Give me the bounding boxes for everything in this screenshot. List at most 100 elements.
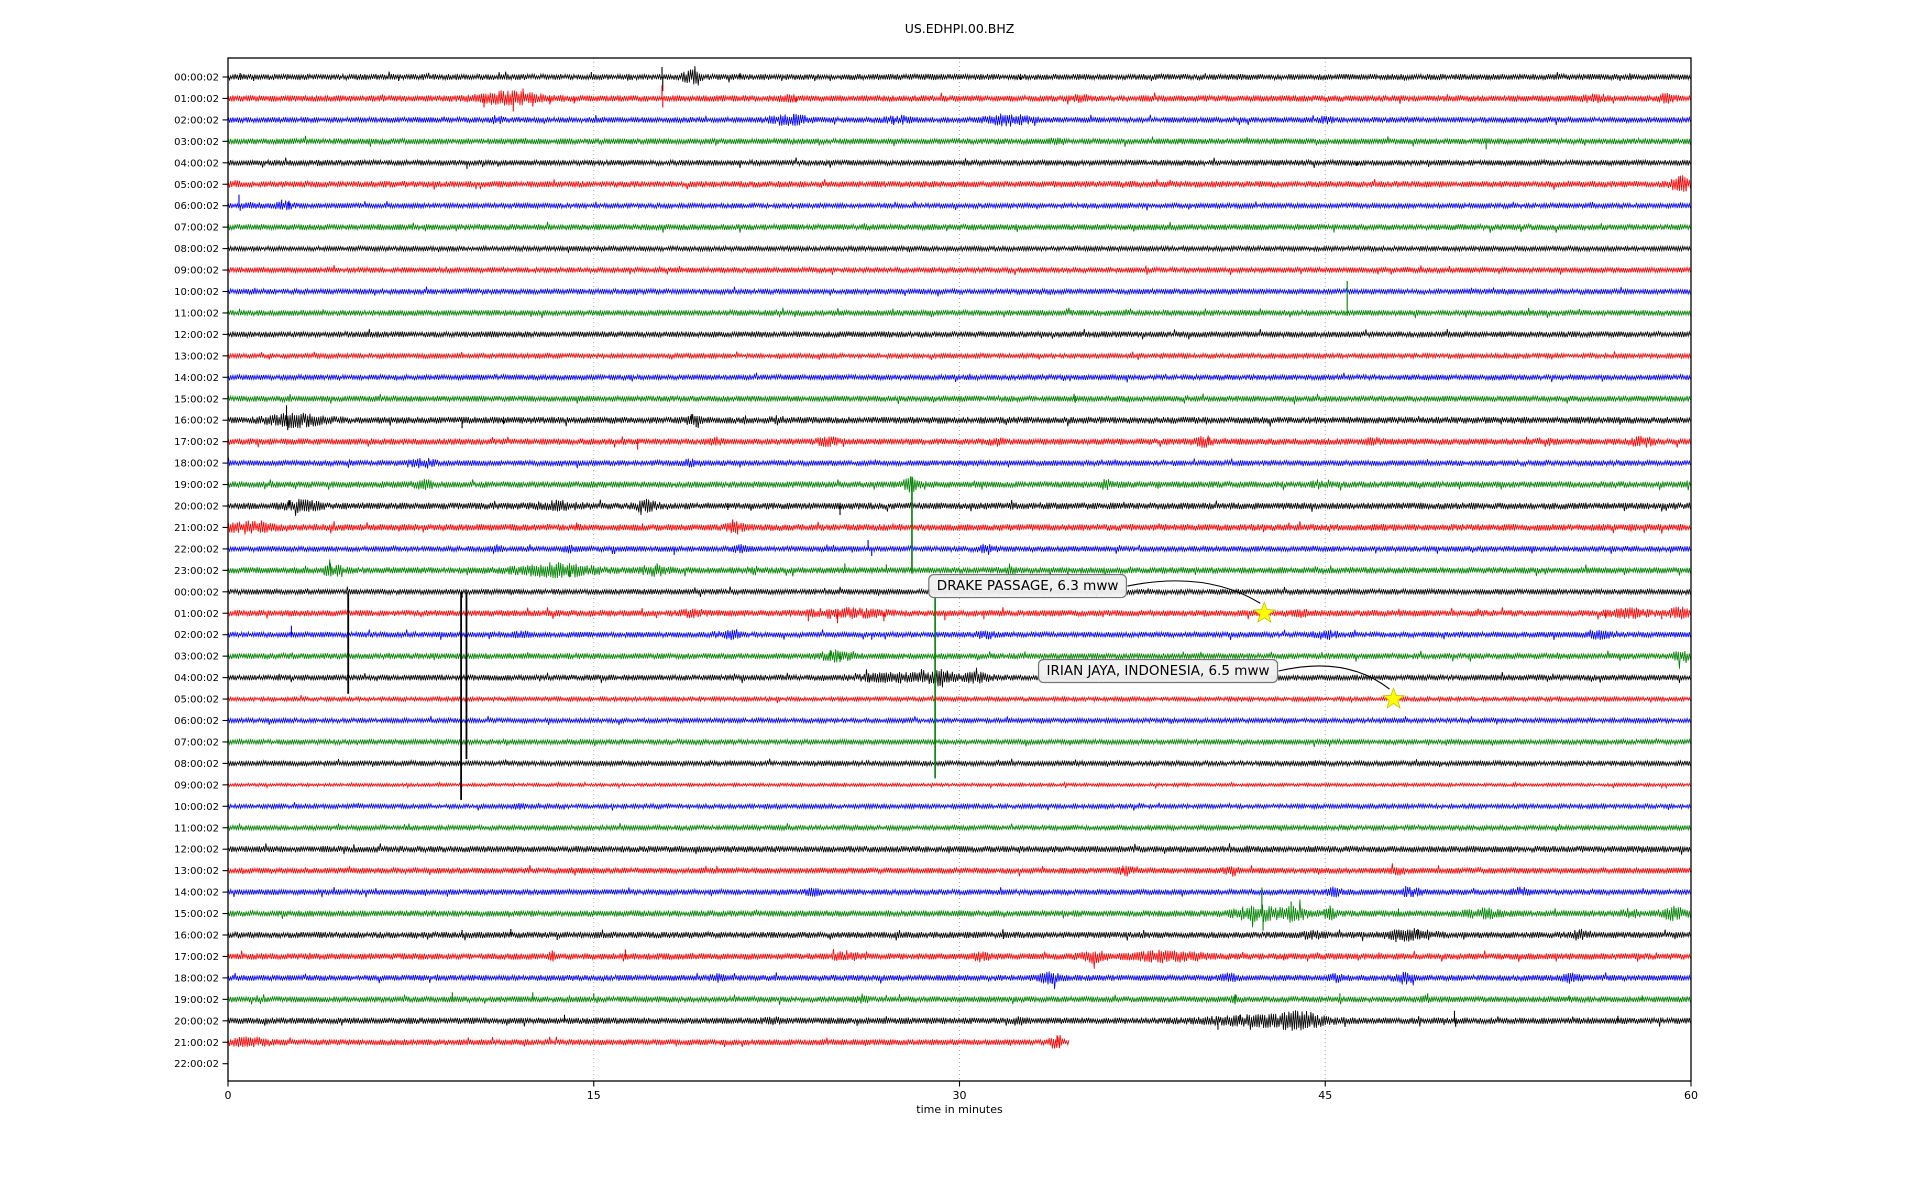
row-time-label: 06:00:02: [174, 201, 219, 212]
trace-row-4: [228, 157, 1691, 168]
trace-row-16: [228, 412, 1691, 429]
trace-row-33: [228, 780, 1691, 790]
row-time-label: 17:00:02: [174, 952, 219, 963]
trace-row-23: [228, 559, 1691, 579]
row-time-label: 05:00:02: [174, 180, 219, 191]
event-annotation-box-1: [1037, 658, 1279, 684]
row-time-label: 17:00:02: [174, 437, 219, 448]
trace-row-13: [228, 351, 1691, 361]
row-time-label: 13:00:02: [174, 351, 219, 362]
trace-row-19: [228, 476, 1691, 493]
trace-row-37: [228, 863, 1691, 877]
x-axis-label: time in minutes: [916, 1103, 1003, 1116]
row-time-label: 04:00:02: [174, 673, 219, 684]
trace-row-7: [228, 221, 1691, 233]
row-time-label: 20:00:02: [174, 502, 219, 513]
trace-row-44: [228, 1010, 1691, 1031]
trace-row-31: [228, 737, 1691, 747]
row-time-label: 14:00:02: [174, 888, 219, 899]
row-time-label: 12:00:02: [174, 845, 219, 856]
event-star-marker-1: [1382, 686, 1405, 709]
trace-row-34: [228, 801, 1691, 811]
x-tick-label: 45: [1318, 1089, 1332, 1102]
row-time-label: 18:00:02: [174, 459, 219, 470]
event-annotation-box-0: [928, 573, 1128, 599]
trace-row-8: [228, 244, 1691, 253]
trace-row-3: [228, 135, 1691, 147]
trace-row-38: [228, 886, 1691, 898]
trace-row-1: [228, 90, 1691, 106]
trace-row-45: [228, 1034, 1070, 1049]
event-annotation-text-1: IRIAN JAYA, INDONESIA, 6.5 mww: [1047, 663, 1270, 679]
row-time-label: 11:00:02: [174, 308, 219, 319]
row-time-label: 06:00:02: [174, 716, 219, 727]
row-time-label: 05:00:02: [174, 695, 219, 706]
annotation-connector-1: [1278, 665, 1390, 690]
row-time-label: 22:00:02: [174, 1059, 219, 1070]
row-time-label: 22:00:02: [174, 544, 219, 555]
row-time-label: 10:00:02: [174, 802, 219, 813]
row-time-label: 19:00:02: [174, 995, 219, 1006]
row-time-label: 01:00:02: [174, 609, 219, 620]
annotation-connector-0: [1127, 580, 1261, 604]
row-time-label: 23:00:02: [174, 566, 219, 577]
trace-row-2: [228, 113, 1691, 127]
row-time-label: 14:00:02: [174, 373, 219, 384]
trace-row-43: [228, 993, 1691, 1005]
row-time-label: 07:00:02: [174, 737, 219, 748]
trace-row-20: [228, 498, 1691, 516]
trace-row-12: [228, 328, 1691, 340]
row-time-label: 21:00:02: [174, 523, 219, 534]
trace-row-35: [228, 823, 1691, 832]
x-tick-label: 0: [225, 1089, 232, 1102]
row-time-label: 20:00:02: [174, 1016, 219, 1027]
trace-row-15: [228, 393, 1691, 405]
trace-row-14: [228, 372, 1691, 383]
row-time-label: 07:00:02: [174, 223, 219, 234]
figure-title: US.EDHPI.00.BHZ: [904, 21, 1015, 36]
row-time-label: 16:00:02: [174, 931, 219, 942]
trace-row-18: [228, 457, 1691, 469]
trace-row-30: [228, 715, 1691, 726]
x-tick-label: 15: [587, 1089, 601, 1102]
trace-row-32: [228, 758, 1691, 768]
trace-row-5: [228, 175, 1691, 192]
x-tick-label: 60: [1684, 1089, 1698, 1102]
trace-row-39: [228, 899, 1691, 928]
trace-row-40: [228, 927, 1691, 942]
row-time-label: 02:00:02: [174, 115, 219, 126]
row-time-label: 19:00:02: [174, 480, 219, 491]
trace-row-6: [228, 200, 1691, 211]
row-time-label: 13:00:02: [174, 866, 219, 877]
trace-row-11: [228, 307, 1691, 319]
trace-row-42: [228, 971, 1691, 990]
row-time-label: 09:00:02: [174, 266, 219, 277]
trace-row-26: [228, 629, 1691, 641]
row-time-label: 10:00:02: [174, 287, 219, 298]
row-time-label: 03:00:02: [174, 137, 219, 148]
trace-row-36: [228, 843, 1691, 855]
row-time-label: 18:00:02: [174, 973, 219, 984]
row-time-label: 03:00:02: [174, 652, 219, 663]
x-tick-label: 30: [953, 1089, 967, 1102]
trace-row-28: [228, 667, 1691, 688]
row-time-label: 16:00:02: [174, 416, 219, 427]
trace-row-22: [228, 543, 1691, 556]
row-time-label: 08:00:02: [174, 759, 219, 770]
trace-row-21: [228, 520, 1691, 535]
trace-row-29: [228, 695, 1691, 704]
trace-row-9: [228, 265, 1691, 276]
row-time-label: 15:00:02: [174, 909, 219, 920]
row-time-label: 11:00:02: [174, 823, 219, 834]
trace-row-17: [228, 435, 1691, 448]
row-time-label: 12:00:02: [174, 330, 219, 341]
row-time-label: 01:00:02: [174, 94, 219, 105]
row-time-label: 15:00:02: [174, 394, 219, 405]
trace-row-27: [228, 649, 1691, 669]
event-star-marker-0: [1252, 601, 1276, 623]
trace-row-41: [228, 948, 1691, 969]
row-time-label: 04:00:02: [174, 158, 219, 169]
event-annotation-text-0: DRAKE PASSAGE, 6.3 mww: [937, 578, 1119, 594]
